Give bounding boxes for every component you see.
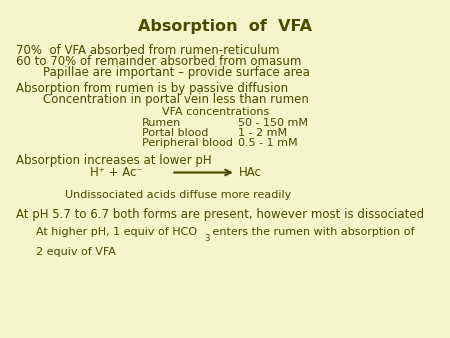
Text: 70%  of VFA absorbed from rumen-reticulum: 70% of VFA absorbed from rumen-reticulum xyxy=(16,44,279,57)
Text: 1 - 2 mM: 1 - 2 mM xyxy=(238,128,288,138)
Text: 3: 3 xyxy=(205,234,210,243)
Text: enters the rumen with absorption of: enters the rumen with absorption of xyxy=(209,227,414,238)
Text: At pH 5.7 to 6.7 both forms are present, however most is dissociated: At pH 5.7 to 6.7 both forms are present,… xyxy=(16,208,424,221)
Text: Absorption increases at lower pH: Absorption increases at lower pH xyxy=(16,154,211,167)
Text: 0.5 - 1 mM: 0.5 - 1 mM xyxy=(238,138,298,148)
Text: Concentration in portal vein less than rumen: Concentration in portal vein less than r… xyxy=(43,93,309,105)
Text: 50 - 150 mM: 50 - 150 mM xyxy=(238,118,309,128)
Text: 2 equiv of VFA: 2 equiv of VFA xyxy=(36,247,116,258)
Text: At higher pH, 1 equiv of HCO: At higher pH, 1 equiv of HCO xyxy=(36,227,197,238)
Text: Absorption  of  VFA: Absorption of VFA xyxy=(138,19,312,33)
Text: Papillae are important – provide surface area: Papillae are important – provide surface… xyxy=(43,66,310,78)
Text: Absorption from rumen is by passive diffusion: Absorption from rumen is by passive diff… xyxy=(16,82,288,95)
Text: 60 to 70% of remainder absorbed from omasum: 60 to 70% of remainder absorbed from oma… xyxy=(16,55,301,68)
Text: H⁺ + Ac⁻: H⁺ + Ac⁻ xyxy=(90,166,143,179)
Text: HAc: HAc xyxy=(238,166,261,179)
Text: VFA concentrations: VFA concentrations xyxy=(162,107,269,118)
Text: Undissociated acids diffuse more readily: Undissociated acids diffuse more readily xyxy=(65,190,292,200)
Text: Peripheral blood: Peripheral blood xyxy=(142,138,233,148)
Text: Portal blood: Portal blood xyxy=(142,128,208,138)
Text: Rumen: Rumen xyxy=(142,118,181,128)
